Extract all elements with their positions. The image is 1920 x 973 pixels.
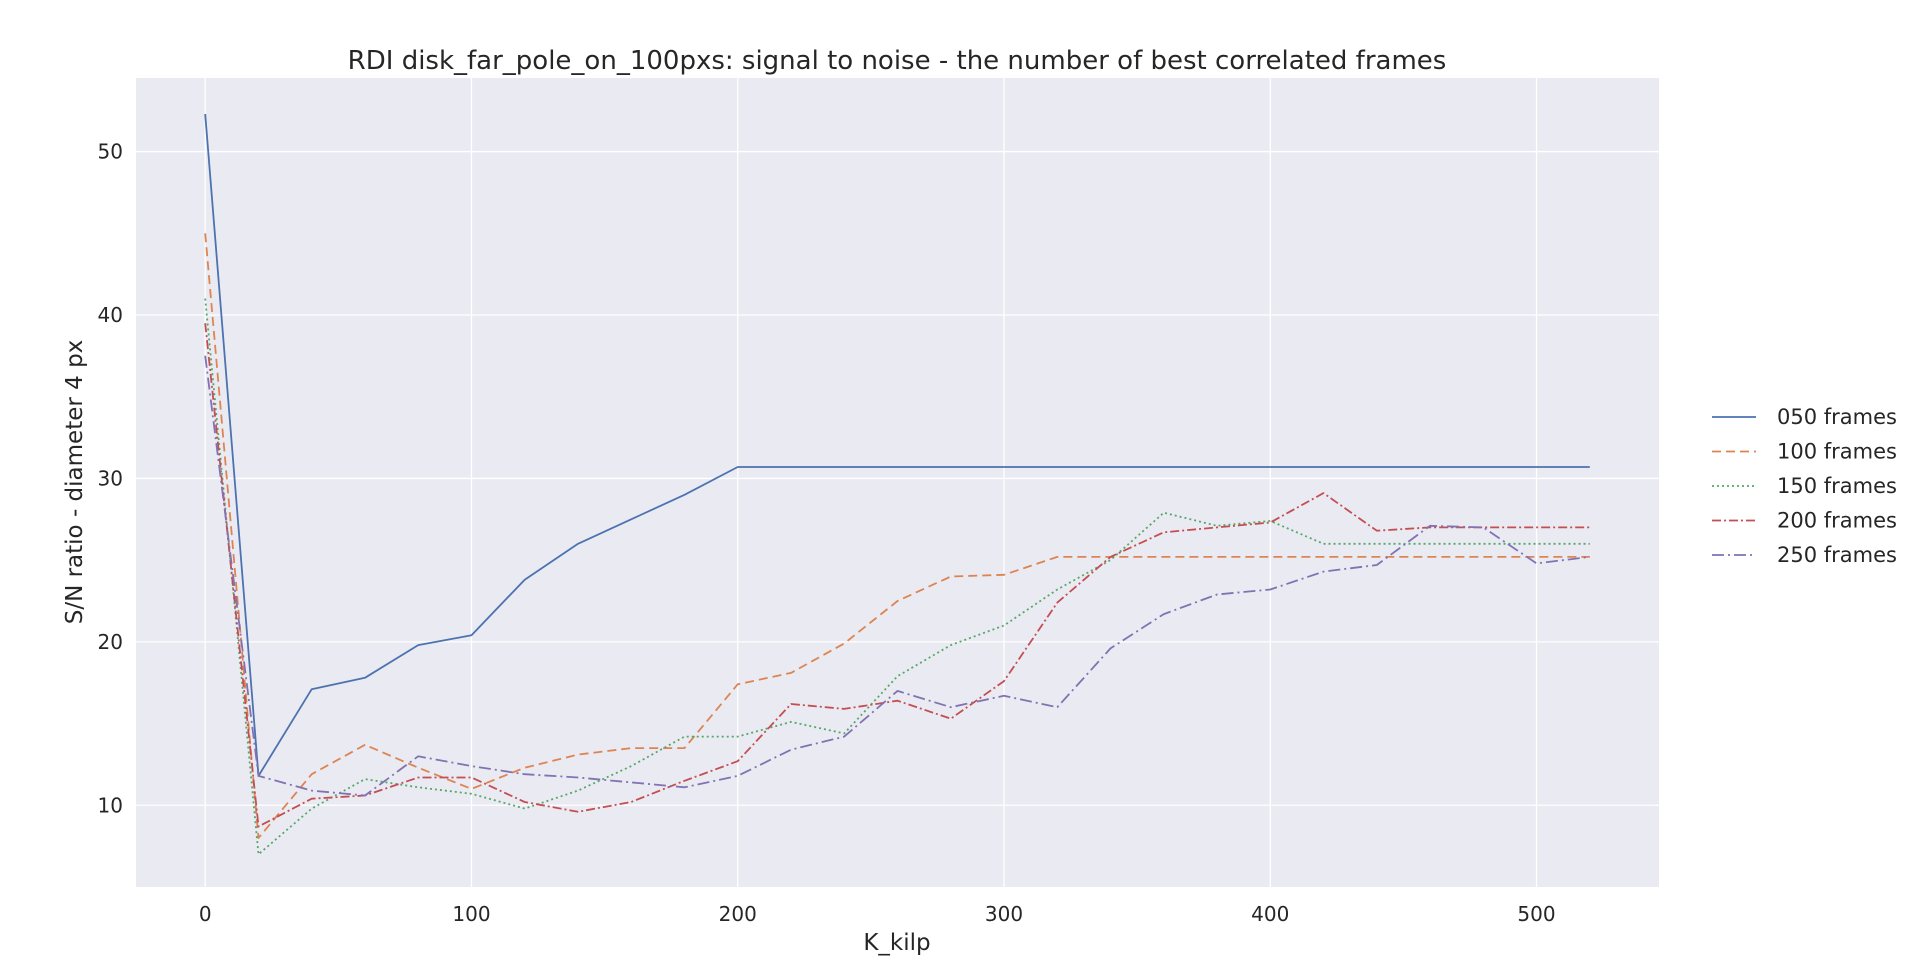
legend-entry-label: 250 frames	[1777, 543, 1897, 567]
series-line-1	[204, 113, 1590, 777]
y-tick-label: 20	[98, 630, 123, 654]
x-tick-label: 300	[985, 902, 1023, 926]
x-axis-label: K_kilp	[863, 930, 930, 956]
series-line-4	[204, 323, 1590, 828]
legend-entry-label: 200 frames	[1777, 509, 1897, 533]
series-line-5	[204, 355, 1590, 797]
legend-entry-label: 100 frames	[1777, 440, 1897, 464]
x-tick-label: 0	[199, 902, 212, 926]
x-tick-labels: 0 100 200 300 400 500	[199, 902, 1556, 926]
series-line-2	[204, 233, 1590, 839]
series-line-3	[204, 298, 1590, 856]
y-tick-label: 40	[98, 303, 123, 327]
y-axis-label: S/N ratio - diameter 4 px	[62, 340, 88, 625]
chart-title: RDI disk_far_pole_on_100pxs: signal to n…	[348, 46, 1447, 76]
x-tick-label: 500	[1517, 902, 1555, 926]
horizontal-grid-lines	[136, 150, 1659, 806]
series-lines	[204, 113, 1590, 856]
vertical-grid-lines	[204, 78, 1538, 887]
legend-entry-label: 050 frames	[1777, 405, 1897, 429]
x-tick-label: 200	[719, 902, 757, 926]
legend-entry-label: 150 frames	[1777, 474, 1897, 498]
legend: 050 frames 100 frames 150 frames 200 frames…	[1712, 405, 1897, 567]
y-tick-label: 10	[98, 793, 123, 817]
y-tick-label: 50	[98, 140, 123, 164]
x-tick-label: 100	[452, 902, 490, 926]
y-tick-label: 30	[98, 466, 123, 490]
x-tick-label: 400	[1251, 902, 1289, 926]
y-tick-labels: 10 20 30 40 50	[98, 140, 123, 818]
plot-area-background	[136, 78, 1659, 887]
